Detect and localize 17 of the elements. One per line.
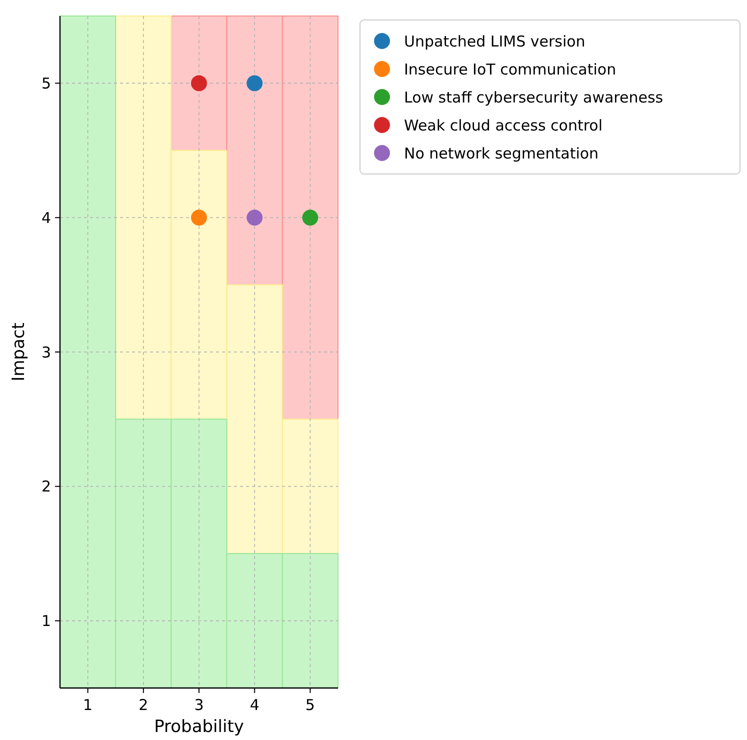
y-tick-label: 2	[41, 478, 51, 496]
legend-label: Low staff cybersecurity awareness	[404, 88, 664, 106]
x-tick-label: 3	[194, 696, 204, 714]
x-tick-label: 5	[305, 696, 315, 714]
legend-label: Weak cloud access control	[404, 116, 603, 134]
x-tick-label: 4	[250, 696, 260, 714]
legend-label: No network segmentation	[404, 144, 599, 162]
y-tick-label: 3	[41, 343, 51, 362]
x-tick-label: 1	[83, 696, 93, 714]
y-tick-label: 1	[41, 612, 51, 630]
y-tick-label: 4	[41, 208, 51, 227]
x-tick-label: 2	[138, 696, 148, 714]
legend-label: Unpatched LIMS version	[404, 32, 586, 50]
y-axis-title: Impact	[9, 322, 29, 382]
legend-label: Insecure IoT communication	[404, 60, 616, 78]
y-tick-label: 5	[41, 74, 51, 92]
x-axis-title: Probability	[154, 717, 244, 737]
